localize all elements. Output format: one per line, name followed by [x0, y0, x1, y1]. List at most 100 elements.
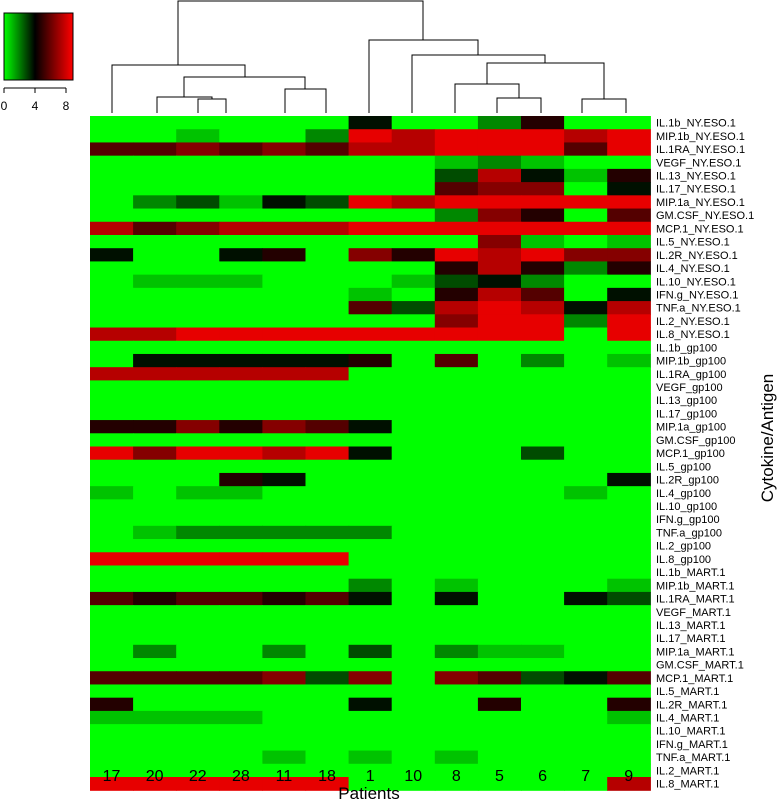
heatmap-cell — [176, 486, 220, 500]
heatmap-cell — [434, 248, 479, 263]
heatmap-cell — [305, 433, 350, 448]
color-key-tick-label: 4 — [32, 99, 39, 113]
heatmap-cell — [348, 142, 393, 157]
heatmap-cell — [90, 155, 134, 170]
row-label: MIP.1a_NY.ESO.1 — [656, 197, 745, 209]
heatmap-cell — [564, 591, 608, 606]
column-label: 5 — [495, 768, 504, 785]
heatmap-cell — [133, 340, 177, 355]
heatmap-cell — [391, 155, 436, 170]
heatmap-cell — [564, 525, 608, 540]
heatmap-cell — [564, 420, 608, 434]
heatmap-cell — [348, 605, 393, 619]
heatmap-cell — [348, 512, 393, 527]
heatmap-cell — [176, 287, 220, 302]
heatmap-cell — [564, 168, 608, 183]
heatmap-cell — [219, 459, 263, 474]
row-label: IL.1b_gp100 — [656, 342, 717, 354]
heatmap-cell — [133, 644, 177, 659]
row-labels: IL.1b_NY.ESO.1MIP.1b_NY.ESO.1IL.1RA_NY.E… — [656, 118, 754, 791]
heatmap-cell — [391, 353, 436, 368]
heatmap-cell — [434, 763, 479, 778]
row-label: MIP.1b_MART.1 — [656, 580, 734, 592]
heatmap-cell — [305, 446, 350, 461]
heatmap-cell — [564, 393, 608, 408]
heatmap-cell — [434, 777, 479, 791]
heatmap-cell — [391, 697, 436, 712]
heatmap-cell — [521, 129, 565, 144]
heatmap-cell — [391, 710, 436, 725]
heatmap-cell — [176, 261, 220, 276]
heatmap-cell — [262, 631, 307, 646]
heatmap-cell — [391, 684, 436, 699]
heatmap-cell — [607, 393, 651, 408]
heatmap-cell — [262, 406, 307, 421]
heatmap-cell — [305, 697, 350, 712]
heatmap-cell — [262, 168, 307, 183]
heatmap-cell — [477, 631, 522, 646]
heatmap-cell — [564, 777, 608, 791]
heatmap-cell — [564, 208, 608, 223]
row-label: IL.10_MART.1 — [656, 726, 726, 738]
heatmap-cell — [607, 710, 651, 725]
heatmap-cell — [521, 287, 565, 302]
heatmap-cell — [607, 763, 651, 778]
heatmap-cell — [90, 116, 134, 130]
heatmap-cell — [305, 605, 350, 619]
heatmap-cell — [219, 763, 263, 778]
heatmap-cell — [391, 499, 436, 514]
heatmap-cell — [521, 737, 565, 752]
heatmap-cell — [391, 287, 436, 302]
heatmap-cell — [305, 380, 350, 395]
heatmap-cell — [133, 591, 177, 606]
heatmap-cell — [607, 406, 651, 421]
heatmap-cell — [434, 367, 479, 381]
heatmap-cell — [305, 644, 350, 659]
heatmap-cell — [521, 565, 565, 580]
heatmap-cell — [477, 605, 522, 619]
heatmap-cell — [176, 168, 220, 183]
heatmap-cell — [477, 406, 522, 421]
heatmap-cell — [133, 446, 177, 461]
color-key-tick-label: 8 — [63, 99, 70, 113]
heatmap-cell — [219, 710, 263, 725]
heatmap-cell — [521, 248, 565, 263]
heatmap-cell — [133, 406, 177, 421]
heatmap-cell — [348, 433, 393, 448]
heatmap-cell — [521, 671, 565, 686]
heatmap-cell — [607, 340, 651, 355]
row-label: IL.2R_MART.1 — [656, 699, 727, 711]
heatmap-cell — [477, 287, 522, 302]
heatmap-cell — [607, 618, 651, 633]
dendrogram-branch — [177, 0, 424, 65]
column-label: 10 — [404, 768, 422, 785]
heatmap-cell — [564, 261, 608, 276]
heatmap-cell — [348, 221, 393, 236]
heatmap-cell — [477, 724, 522, 738]
heatmap-cell — [219, 274, 263, 289]
heatmap-cell — [521, 301, 565, 315]
heatmap-cell — [477, 129, 522, 144]
heatmap-cell — [90, 380, 134, 395]
heatmap-cell — [348, 644, 393, 659]
heatmap-cell — [391, 195, 436, 210]
heatmap-cell — [90, 393, 134, 408]
heatmap-cell — [564, 314, 608, 329]
column-label: 8 — [452, 768, 461, 785]
heatmap-cell — [219, 499, 263, 514]
heatmap-cell — [521, 234, 565, 249]
heatmap-cell — [434, 380, 479, 395]
heatmap-cell — [176, 340, 220, 355]
heatmap-cell — [391, 274, 436, 289]
heatmap-cell — [607, 248, 651, 263]
heatmap-cell — [262, 353, 307, 368]
heatmap-cell — [434, 525, 479, 540]
heatmap-cell — [564, 539, 608, 553]
heatmap-cell — [348, 565, 393, 580]
heatmap-cell — [348, 472, 393, 487]
heatmap-cell — [90, 182, 134, 196]
heatmap-cell — [521, 406, 565, 421]
heatmap-cell — [305, 525, 350, 540]
heatmap-cell — [305, 750, 350, 765]
heatmap-cell — [90, 420, 134, 434]
